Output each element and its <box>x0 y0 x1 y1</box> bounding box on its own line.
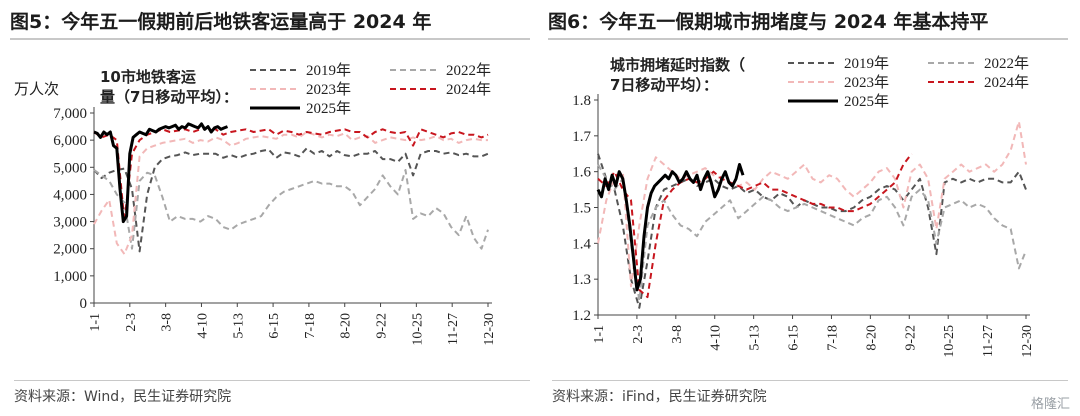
x-tick-label: 5-13 <box>748 325 763 351</box>
y-tick-label: 6,000 <box>53 133 87 149</box>
legend-label-2022: 2022年 <box>446 62 491 79</box>
y-tick-label: 5,000 <box>53 160 87 176</box>
y-tick-label: 1.4 <box>572 236 591 252</box>
series-line-2023 <box>597 120 1027 288</box>
legend-title: 10市地铁客运 <box>100 68 196 86</box>
x-tick-label: 2-3 <box>124 313 139 332</box>
legend-label-2025: 2025年 <box>306 100 351 117</box>
series-line-2019 <box>93 147 489 253</box>
x-tick-label: 10-25 <box>942 325 957 358</box>
legend-label-2019: 2019年 <box>306 62 351 79</box>
x-tick-label: 3-8 <box>670 325 685 344</box>
legend-label-2024: 2024年 <box>446 81 491 98</box>
y-tick-label: 1.3 <box>572 272 591 288</box>
legend-title: 城市拥堵延时指数（ <box>610 56 745 74</box>
legend-label-2025: 2025年 <box>844 93 889 110</box>
x-tick-label: 7-18 <box>825 325 840 351</box>
legend-label-2019: 2019年 <box>844 55 889 72</box>
y-tick-label: 0 <box>80 296 88 312</box>
figure-6-title: 图6：今年五一假期城市拥堵度与 2024 年基本持平 <box>548 6 1068 40</box>
metro-ridership-chart: 0 1,000 2,000 3,000 4,000 5,000 6,000 7,000 1-1 2… <box>14 62 497 346</box>
figure-6-source: 资料来源：iFind，民生证券研究院 <box>552 380 1068 406</box>
x-tick-label: 4-10 <box>195 313 210 339</box>
x-tick-label: 5-13 <box>231 313 246 339</box>
series-line-2022 <box>597 163 1027 302</box>
figure-5-panel: 图5：今年五一假期前后地铁客运量高于 2024 年 0 1,000 2,000 3,0… <box>10 0 530 416</box>
x-tick-label: 7-18 <box>303 313 318 339</box>
y-tick-label: 2,000 <box>53 242 87 258</box>
y-tick-label: 1.6 <box>572 165 591 181</box>
x-tick-label: 6-15 <box>787 325 802 351</box>
legend-label-2022: 2022年 <box>984 55 1029 72</box>
figure-6-panel: 图6：今年五一假期城市拥堵度与 2024 年基本持平 1.2 1.3 1.4 1.5 1… <box>548 0 1068 416</box>
series-line-2023 <box>93 131 488 256</box>
legend-label-2024: 2024年 <box>984 74 1029 91</box>
series-line-2022 <box>93 169 489 250</box>
y-tick-label: 3,000 <box>53 215 87 231</box>
y-tick-label: 1.8 <box>572 93 591 109</box>
y-tick-label: 1,000 <box>53 269 87 285</box>
legend-label-2023: 2023年 <box>844 74 889 91</box>
x-tick-label: 12-30 <box>482 313 497 346</box>
series-line-2025 <box>596 163 745 292</box>
legend-label-2023: 2023年 <box>306 81 351 98</box>
x-tick-label: 12-30 <box>1020 325 1035 358</box>
x-tick-label: 6-15 <box>267 313 282 339</box>
x-tick-label: 10-25 <box>410 313 425 346</box>
y-tick-label: 1.2 <box>572 308 591 324</box>
x-tick-label: 11-27 <box>981 325 996 357</box>
x-tick-label: 11-27 <box>446 313 461 345</box>
x-tick-label: 8-20 <box>864 325 879 351</box>
figure-5-title: 图5：今年五一假期前后地铁客运量高于 2024 年 <box>10 6 530 40</box>
y-tick-label: 1.7 <box>572 129 591 145</box>
series-line-2024 <box>93 126 489 223</box>
x-tick-label: 1-1 <box>88 313 103 332</box>
legend-title: 量（7日移动平均）： <box>100 88 238 106</box>
series-line-2024 <box>597 153 913 299</box>
figure-5-source: 资料来源：Wind，民生证券研究院 <box>14 380 530 406</box>
series-line-2025 <box>93 122 229 224</box>
y-tick-label: 7,000 <box>53 106 87 122</box>
x-tick-label: 9-22 <box>903 325 918 351</box>
x-tick-label: 9-22 <box>375 313 390 339</box>
y-tick-label: 4,000 <box>53 187 87 203</box>
y-tick-label: 1.5 <box>572 201 591 217</box>
congestion-index-chart: 1.2 1.3 1.4 1.5 1.6 1.7 1.8 1-1 2-3 3-8 4-10 5-13 6-… <box>572 55 1035 358</box>
y-axis-label: 万人次 <box>14 80 59 98</box>
x-tick-label: 8-20 <box>339 313 354 339</box>
watermark-logo: 格隆汇 <box>1030 397 1070 412</box>
x-tick-label: 2-3 <box>631 325 646 344</box>
x-tick-label: 4-10 <box>709 325 724 351</box>
x-tick-label: 3-8 <box>160 313 175 332</box>
x-tick-label: 1-1 <box>592 325 607 344</box>
legend-title: 7日移动平均）： <box>610 76 718 94</box>
